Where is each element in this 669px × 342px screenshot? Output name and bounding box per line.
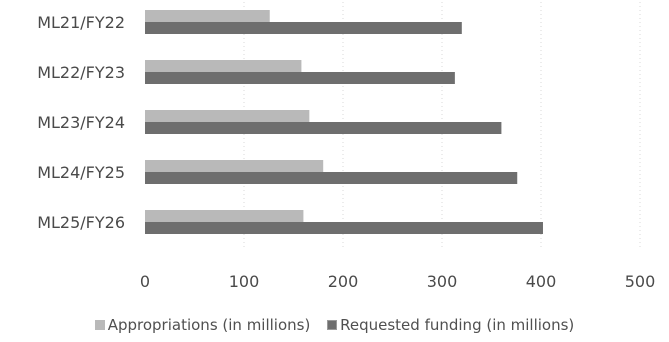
bar-requested-funding (145, 72, 455, 84)
x-tick-label: 300 (427, 272, 458, 291)
bar-appropriations (145, 210, 304, 222)
legend-item-appropriations: Appropriations (in millions) (94, 316, 311, 334)
x-tick-label: 0 (140, 272, 150, 291)
bar-requested-funding (145, 222, 543, 234)
x-tick-label: 100 (229, 272, 260, 291)
category-label: ML22/FY23 (37, 63, 125, 82)
bar-appropriations (145, 10, 270, 22)
bar-requested-funding (145, 22, 462, 34)
bar-appropriations (145, 110, 310, 122)
x-tick-label: 500 (625, 272, 656, 291)
legend-label-appropriations: Appropriations (in millions) (107, 316, 311, 334)
bar-requested-funding (145, 172, 518, 184)
legend: Appropriations (in millions) Requested f… (0, 316, 669, 334)
legend-swatch-requested-funding (327, 320, 338, 330)
legend-swatch-appropriations (94, 320, 105, 330)
legend-item-requested-funding: Requested funding (in millions) (327, 316, 574, 334)
bar-appropriations (145, 60, 302, 72)
x-tick-label: 200 (328, 272, 359, 291)
bar-appropriations (145, 160, 324, 172)
category-label: ML23/FY24 (37, 113, 125, 132)
bar-requested-funding (145, 122, 502, 134)
category-label: ML24/FY25 (37, 163, 125, 182)
x-tick-label: 400 (526, 272, 557, 291)
category-label: ML21/FY22 (37, 13, 125, 32)
category-label: ML25/FY26 (37, 213, 125, 232)
bars (145, 10, 543, 234)
legend-label-requested-funding: Requested funding (in millions) (340, 316, 575, 334)
category-labels: ML21/FY22 ML22/FY23 ML23/FY24 ML24/FY25 ML25… (37, 13, 125, 232)
x-tick-labels: 0 100 200 300 400 500 (140, 272, 655, 291)
